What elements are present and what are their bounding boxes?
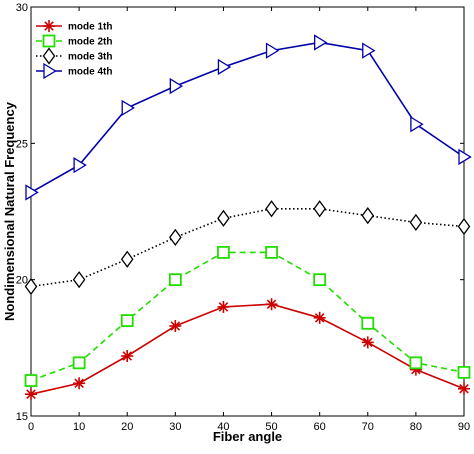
x-tick-label: 60 [314, 421, 326, 433]
data-point [265, 42, 280, 59]
data-point [361, 316, 375, 330]
data-point [314, 34, 328, 51]
data-point [362, 42, 376, 59]
data-point [457, 365, 471, 379]
x-tick-label: 70 [362, 421, 374, 433]
data-point [458, 382, 470, 395]
x-tick-label: 30 [169, 421, 181, 433]
data-point [169, 228, 182, 247]
data-point [313, 311, 326, 324]
series-line [30, 251, 465, 382]
series-4 [25, 34, 472, 201]
data-point [217, 245, 230, 259]
data-point [458, 148, 472, 166]
data-point [120, 250, 134, 268]
series-2 [24, 245, 471, 387]
series-3 [24, 200, 471, 296]
legend-label: mode 1th [68, 22, 112, 33]
y-axis-title: Nondimensional Natural Frequency [2, 101, 17, 321]
data-point [73, 156, 87, 174]
legend-marker [43, 62, 57, 80]
y-tick-label: 20 [16, 275, 28, 287]
plot-area [30, 6, 465, 417]
data-point [409, 213, 423, 232]
y-tick-label: 15 [16, 411, 28, 423]
data-point [168, 273, 182, 287]
series-line [30, 41, 465, 194]
data-point [121, 350, 134, 363]
data-point [217, 58, 232, 76]
x-tick-label: 10 [73, 421, 85, 433]
y-tick-label: 30 [16, 2, 28, 14]
data-point [25, 184, 39, 201]
data-point [72, 271, 86, 289]
data-point [217, 209, 230, 227]
legend-label: mode 4th [68, 67, 112, 78]
data-point [121, 99, 135, 117]
legend-label: mode 2th [68, 37, 112, 48]
data-point [120, 314, 134, 327]
series-layer [24, 34, 472, 401]
data-point [361, 206, 375, 225]
data-point [73, 377, 86, 390]
legend: mode 1th mode 2th mode 3th mode 4th [36, 20, 112, 80]
x-tick-label: 20 [121, 421, 133, 433]
data-point [25, 388, 37, 401]
data-point [169, 320, 182, 333]
series-line [30, 303, 465, 395]
data-point [313, 273, 327, 287]
data-point [265, 298, 278, 311]
x-tick-label: 40 [217, 421, 229, 433]
legend-marker [42, 34, 56, 48]
y-tick-label: 25 [16, 138, 28, 150]
axis-layer: 0 10 20 30 40 50 60 70 80 90 15 20 25 30 [16, 2, 470, 433]
data-point [72, 356, 86, 370]
legend-marker [42, 47, 56, 65]
x-axis-title: Fiber angle [213, 429, 282, 444]
data-point [265, 245, 278, 259]
data-point [409, 356, 423, 370]
legend-label: mode 3th [68, 52, 112, 63]
x-tick-label: 90 [458, 421, 470, 433]
data-point [265, 200, 278, 218]
x-tick-label: 0 [28, 421, 34, 433]
series-1 [25, 298, 470, 401]
data-point [24, 374, 38, 387]
data-point [410, 116, 424, 133]
data-point [24, 277, 38, 296]
data-point [169, 77, 184, 95]
data-point [217, 300, 230, 313]
data-point [313, 200, 326, 218]
x-tick-label: 80 [410, 421, 422, 433]
data-point [361, 336, 374, 349]
x-tick-label: 50 [265, 421, 277, 433]
data-point [457, 217, 471, 236]
legend-marker [43, 20, 55, 32]
